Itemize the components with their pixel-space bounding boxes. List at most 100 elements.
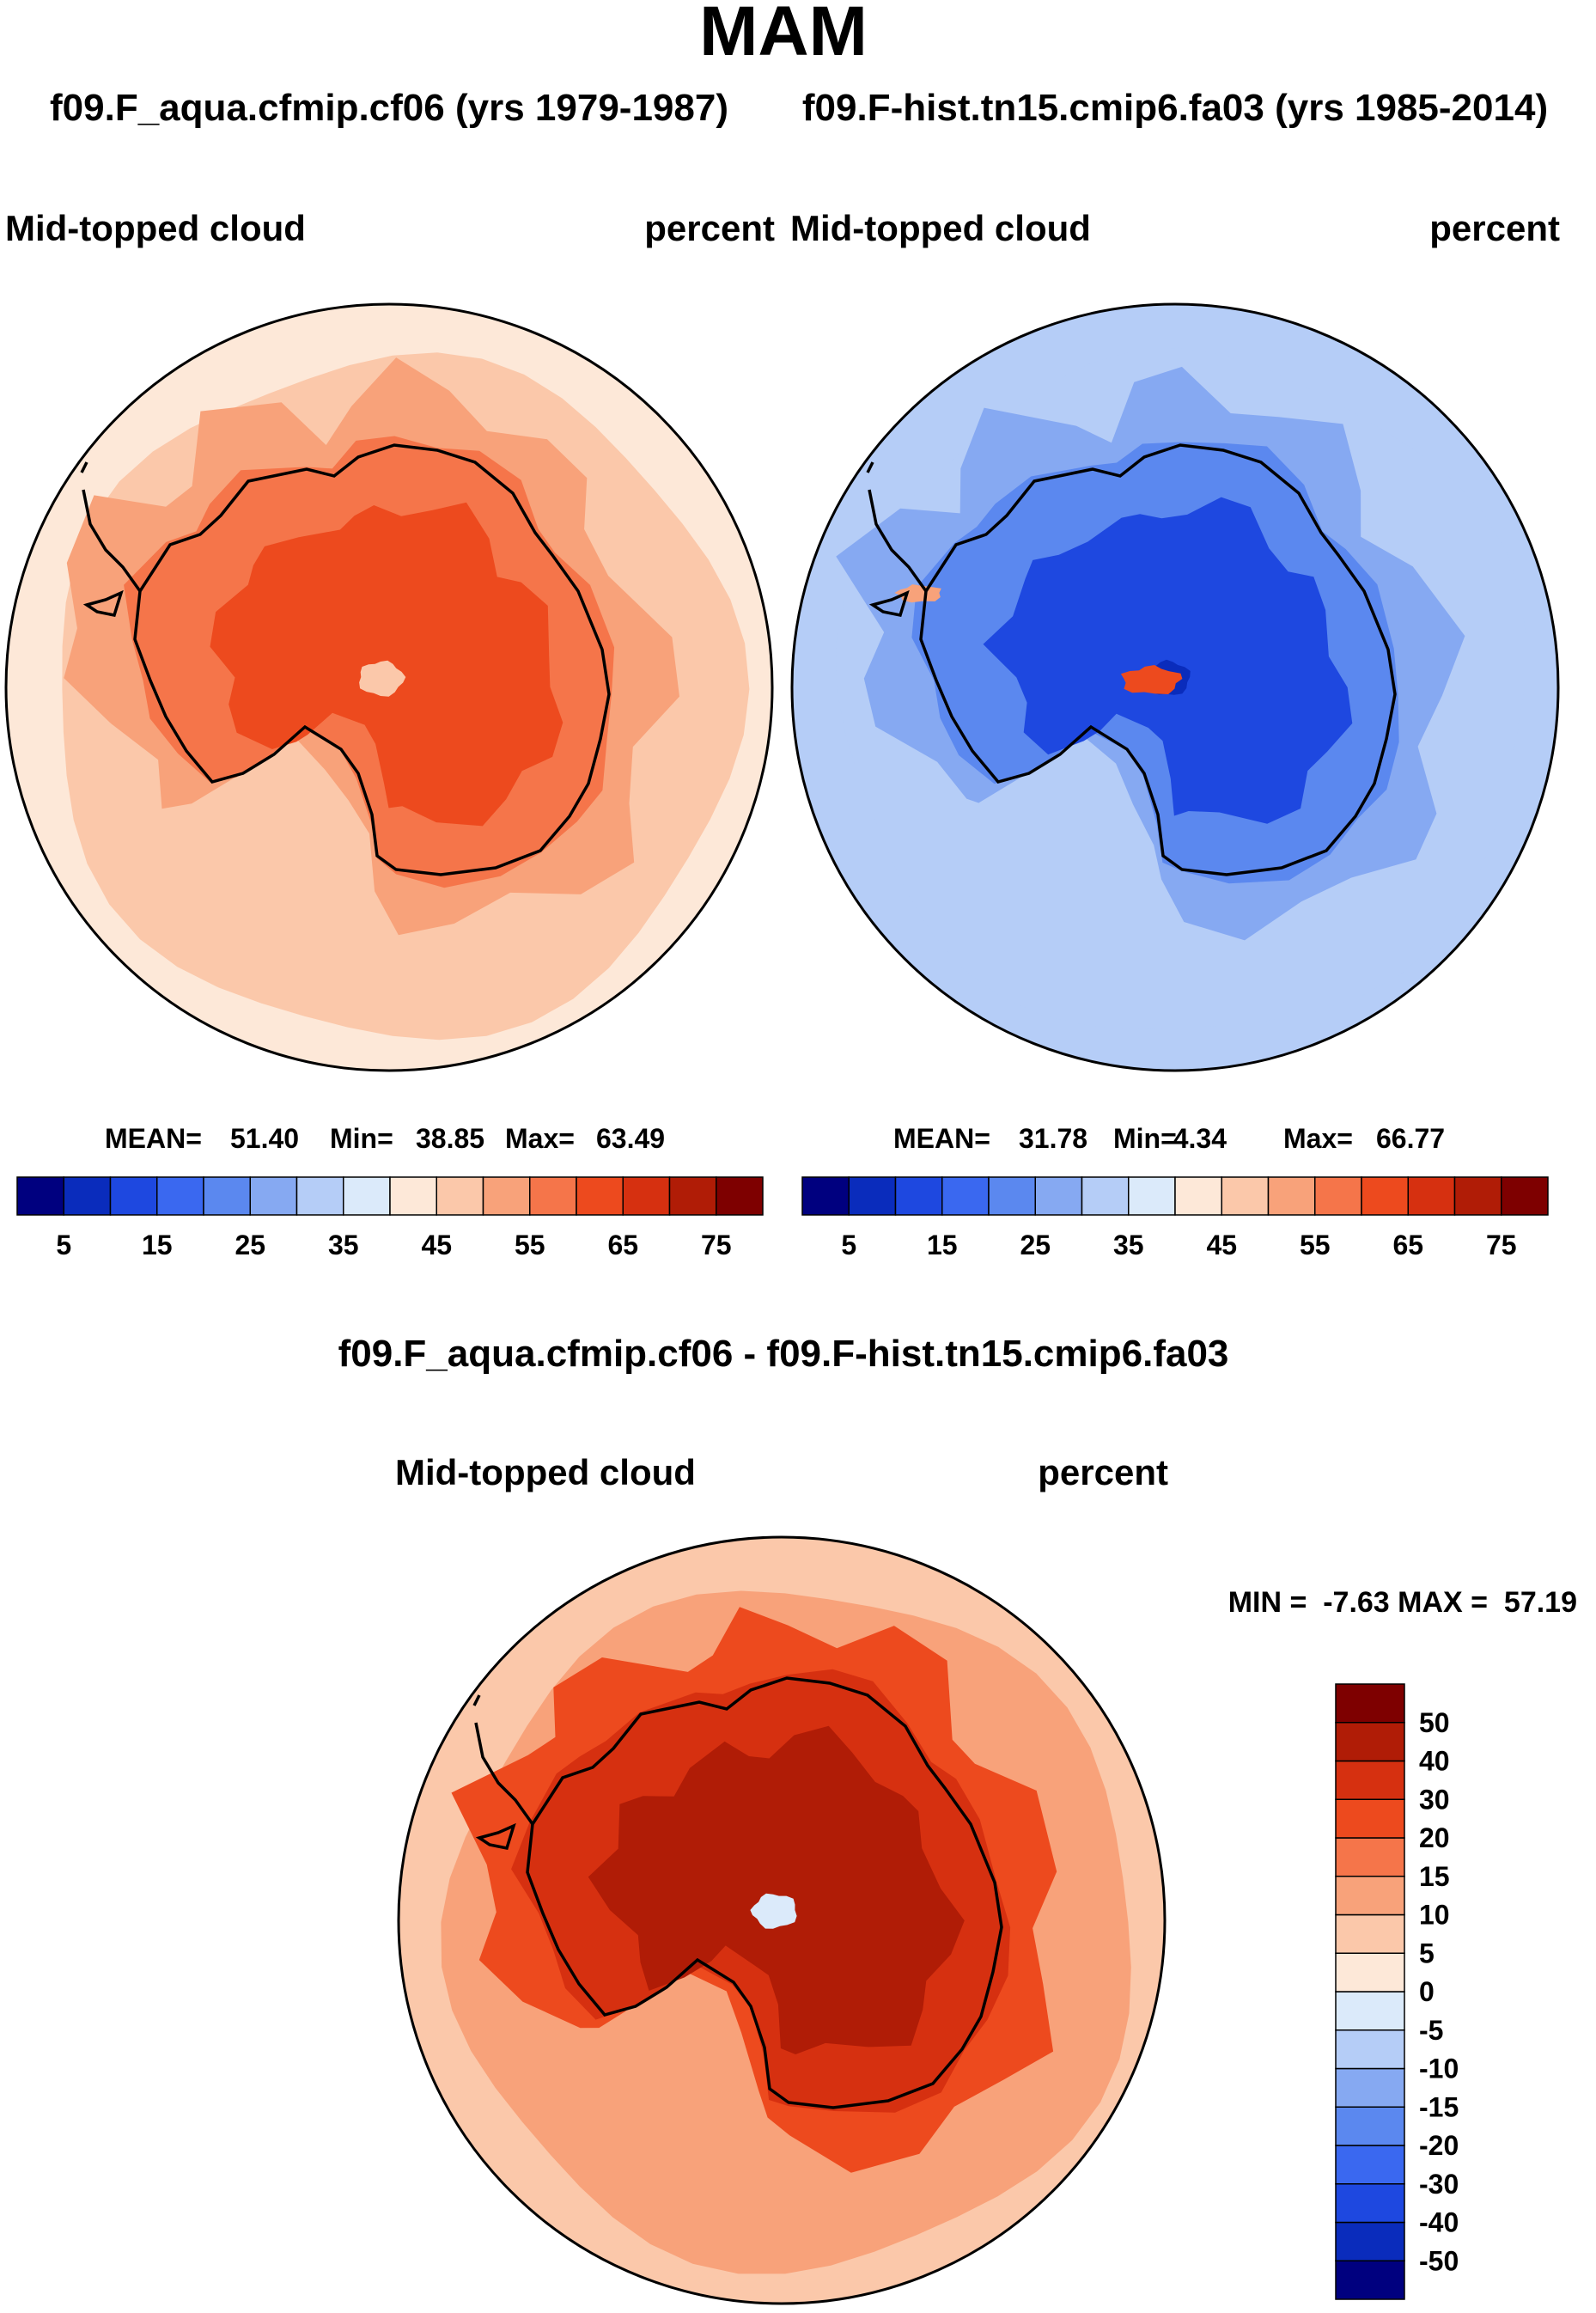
colorbar-swatch [1314,1176,1362,1216]
panel-3-units-label: percent [1038,1452,1168,1492]
colorbar-swatch [1335,1683,1405,1724]
colorbar-tick-label: 35 [328,1230,359,1260]
colorbar-swatch [716,1176,764,1216]
colorbar-swatch [63,1176,112,1216]
panel-2-max-value: 66.77 [1376,1123,1445,1154]
panel-1-variable-label: Mid-topped cloud [5,208,306,248]
panel-2-colorbar: 5 15 25 35 45 55 65 75 [801,1176,1549,1260]
colorbar-tick-label: -15 [1419,2091,1459,2122]
colorbar-tick-label: 15 [927,1230,958,1260]
colorbar-swatch [1335,2067,1405,2108]
colorbar-swatch [1335,1991,1405,2031]
colorbar-tick-label: 10 [1419,1900,1450,1931]
colorbar-tick-label: 45 [422,1230,453,1260]
colorbar-swatch [801,1176,850,1216]
colorbar-tick-label: 25 [235,1230,266,1260]
colorbar-tick-label: 55 [515,1230,545,1260]
map-2-contour-field [792,304,1558,1071]
panel-1-min-label: Min= [330,1123,393,1154]
panel-1-title: f09.F_aqua.cfmip.cf06 (yrs 1979-1987) [50,87,728,129]
panel-2-min-value: 4.34 [1173,1123,1227,1154]
colorbar-swatch [436,1176,484,1216]
map-2-boundary [790,302,1560,1072]
colorbar-swatch [988,1176,1036,1216]
colorbar-tick-label: -50 [1419,2245,1459,2276]
colorbar-tick-label: 45 [1207,1230,1238,1260]
colorbar-swatch [668,1176,717,1216]
colorbar-tick-label: 25 [1020,1230,1051,1260]
panel-1-mean-value: 51.40 [230,1123,299,1154]
panel-2-mean-label: MEAN= [893,1123,990,1154]
colorbar-swatch [109,1176,158,1216]
colorbar-swatch [1335,1837,1405,1877]
colorbar-swatch [1335,2029,1405,2070]
colorbar-swatch [1267,1176,1316,1216]
panel-2-units-label: percent [1429,208,1560,248]
colorbar-swatch [1501,1176,1549,1216]
colorbar-swatch [1081,1176,1130,1216]
panel-2-title: f09.F-hist.tn15.cmip6.fa03 (yrs 1985-201… [802,87,1548,129]
panel-2-stats: MEAN= 31.78 Min= 4.34 Max= 66.77 [893,1123,1445,1154]
colorbar-tick-label: -40 [1419,2207,1459,2238]
colorbar-tick-label: -30 [1419,2169,1459,2200]
colorbar-swatch [1174,1176,1222,1216]
colorbar-tick-label: 55 [1300,1230,1331,1260]
colorbar-swatch [1221,1176,1270,1216]
colorbar-swatch [941,1176,990,1216]
map-2-coastline [866,443,1397,876]
colorbar-tick-label: 65 [608,1230,639,1260]
colorbar-tick-label: 35 [1113,1230,1144,1260]
colorbar-tick-label: 65 [1393,1230,1424,1260]
colorbar-tick-label: 40 [1419,1746,1450,1777]
panel-1-max-value: 63.49 [596,1123,665,1154]
colorbar-swatch [1335,1798,1405,1839]
map-1 [4,302,774,1072]
colorbar-tick-label: -5 [1419,2015,1443,2046]
colorbar-swatch [848,1176,897,1216]
map-1-coastline [80,443,611,876]
map-3-contour-field [399,1537,1165,2304]
colorbar-swatch [295,1176,344,1216]
panel-3-variable-label: Mid-topped cloud [395,1452,696,1492]
colorbar-swatch [1335,1760,1405,1800]
colorbar-swatch [1034,1176,1083,1216]
colorbar-swatch [1453,1176,1502,1216]
panel-2-min-label: Min= [1113,1123,1177,1154]
colorbar-swatch [1335,2221,1405,2261]
colorbar-swatch [1335,1722,1405,1762]
colorbar-swatch [343,1176,391,1216]
panel-2-max-label: Max= [1283,1123,1353,1154]
colorbar-tick-label: 15 [1419,1861,1450,1892]
colorbar-tick-label: 50 [1419,1707,1450,1738]
colorbar-swatch [622,1176,671,1216]
panel-2-mean-value: 31.78 [1019,1123,1087,1154]
colorbar-swatch [1128,1176,1176,1216]
colorbar-swatch [482,1176,531,1216]
colorbar-swatch [894,1176,943,1216]
panel-3-title: f09.F_aqua.cfmip.cf06 - f09.F-hist.tn15.… [338,1333,1229,1375]
colorbar-tick-label: 5 [1419,1938,1435,1968]
panel-1-stats: MEAN= 51.40 Min= 38.85 Max= 63.49 [105,1123,665,1154]
panel-1-units-label: percent [644,208,775,248]
colorbar-tick-label: -10 [1419,2054,1459,2084]
colorbar-swatch [1335,1913,1405,1954]
panel-2-variable-label: Mid-topped cloud [790,208,1091,248]
panel-1-mean-label: MEAN= [105,1123,202,1154]
colorbar-tick-label: 5 [841,1230,856,1260]
field-band-pole [359,660,406,697]
colorbar-tick-label: 20 [1419,1822,1450,1853]
panel-1-min-value: 38.85 [416,1123,484,1154]
colorbar-swatch [249,1176,298,1216]
field-band-hotspot [1120,665,1183,694]
colorbar-swatch [203,1176,251,1216]
colorbar-swatch [1361,1176,1409,1216]
colorbar-tick-label: 75 [701,1230,732,1260]
colorbar-swatch [1335,2183,1405,2224]
colorbar-swatch [1407,1176,1456,1216]
map-3-coastline [472,1676,1003,2109]
colorbar-tick-label: 15 [142,1230,173,1260]
colorbar-tick-label: 75 [1486,1230,1517,1260]
colorbar-swatch [1335,2260,1405,2300]
map-3 [397,1535,1167,2305]
